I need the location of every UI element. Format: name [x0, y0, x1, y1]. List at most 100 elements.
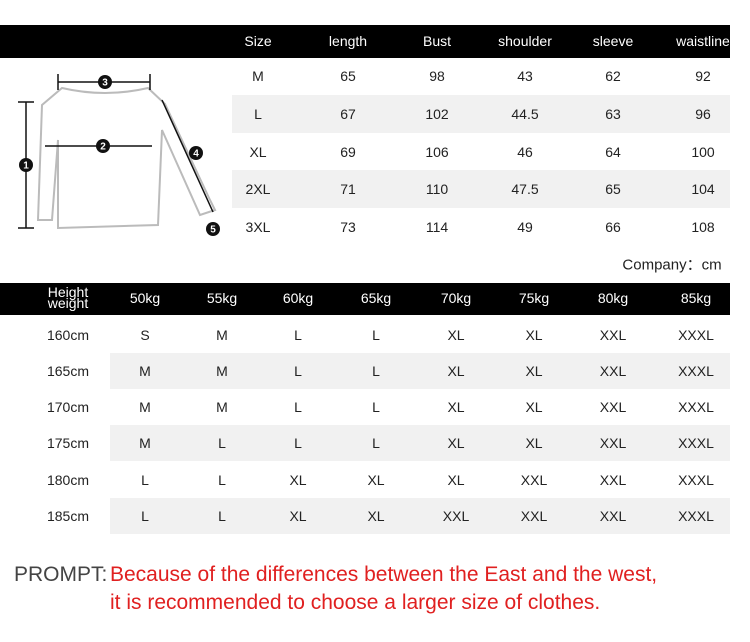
prompt-label: PROMPT: — [14, 563, 108, 586]
table-cell: L — [294, 327, 302, 343]
table-cell: 102 — [425, 106, 449, 122]
row-band — [110, 353, 730, 389]
table-cell: 185cm — [46, 508, 90, 524]
diagram-label: 5 — [210, 225, 216, 236]
table-cell: XL — [447, 363, 465, 379]
table-cell: M — [139, 399, 151, 415]
table-cell: XL — [289, 508, 307, 524]
table-cell: S — [140, 327, 150, 343]
table-cell: XXXL — [678, 399, 714, 415]
diagram-label: 4 — [193, 149, 199, 160]
header-cell: 65kg — [360, 290, 392, 306]
table-cell: L — [141, 508, 149, 524]
table-cell: 2XL — [245, 181, 271, 197]
table-cell: M — [216, 363, 228, 379]
table-cell: XL — [447, 472, 465, 488]
header-cell: waistline — [676, 33, 730, 49]
table-cell: XL — [367, 472, 385, 488]
table-cell: L — [218, 472, 226, 488]
table-cell: 65 — [340, 68, 356, 84]
prompt-text: Because of the differences between the E… — [110, 563, 658, 586]
table-cell: XXL — [599, 363, 627, 379]
header-cell: shoulder — [498, 33, 552, 49]
table-cell: XL — [367, 508, 385, 524]
table-cell: 66 — [605, 219, 621, 235]
table-cell: 100 — [691, 144, 715, 160]
table-cell: 73 — [340, 219, 356, 235]
header-cell: 80kg — [597, 290, 629, 306]
table-cell: XXXL — [678, 435, 714, 451]
table-cell: 67 — [340, 106, 356, 122]
header-cell: 75kg — [518, 290, 550, 306]
table-cell: XXL — [442, 508, 470, 524]
table-cell: XXL — [599, 472, 627, 488]
diagram-label: 1 — [23, 161, 29, 172]
prompt-text: it is recommended to choose a larger siz… — [110, 591, 601, 614]
header-cell: 60kg — [282, 290, 314, 306]
table-cell: M — [139, 435, 151, 451]
table-cell: XL — [249, 144, 267, 160]
row-band — [110, 425, 730, 461]
table-cell: L — [294, 363, 302, 379]
table-cell: L — [218, 508, 226, 524]
table-cell: 65 — [605, 181, 621, 197]
table-cell: XL — [525, 327, 543, 343]
table-cell: M — [252, 68, 264, 84]
table-cell: 180cm — [46, 472, 90, 488]
table-cell: 98 — [429, 68, 445, 84]
garment-diagram: 1 2 3 4 5 — [18, 74, 220, 236]
table-cell: L — [141, 472, 149, 488]
table-cell: XXL — [599, 327, 627, 343]
table-cell: 64 — [605, 144, 621, 160]
table-cell: XL — [525, 399, 543, 415]
diagram-label: 3 — [102, 78, 108, 89]
header-cell: 55kg — [206, 290, 238, 306]
table-cell: XXXL — [678, 472, 714, 488]
table-cell: 46 — [517, 144, 533, 160]
size-header-bar — [0, 25, 730, 58]
table-cell: 71 — [340, 181, 356, 197]
table-cell: L — [372, 435, 380, 451]
table-cell: 62 — [605, 68, 621, 84]
table-cell: 106 — [425, 144, 449, 160]
header-cell: Height weight — [47, 284, 89, 311]
table-cell: 160cm — [46, 327, 90, 343]
table-cell: 43 — [517, 68, 533, 84]
table-cell: XL — [525, 435, 543, 451]
fit-header-bar — [0, 283, 730, 315]
table-cell: 63 — [605, 106, 621, 122]
header-cell: Size — [244, 33, 272, 49]
table-cell: 96 — [695, 106, 711, 122]
table-cell: XL — [525, 363, 543, 379]
table-cell: M — [216, 399, 228, 415]
table-cell: XXL — [599, 399, 627, 415]
unit-note: Company：cm — [622, 256, 722, 274]
header-cell: 70kg — [440, 290, 472, 306]
table-cell: XXL — [599, 435, 627, 451]
table-cell: XL — [447, 399, 465, 415]
table-cell: 175cm — [46, 435, 90, 451]
table-cell: M — [139, 363, 151, 379]
table-cell: XXXL — [678, 363, 714, 379]
table-cell: 104 — [691, 181, 715, 197]
table-cell: L — [294, 435, 302, 451]
header-cell: length — [328, 33, 368, 49]
table-cell: 114 — [425, 219, 449, 235]
table-cell: L — [372, 327, 380, 343]
table-cell: XXL — [520, 508, 548, 524]
table-cell: 92 — [695, 68, 711, 84]
table-cell: XXL — [599, 508, 627, 524]
row-band — [232, 170, 730, 208]
header-cell: 85kg — [680, 290, 712, 306]
table-cell: XL — [289, 472, 307, 488]
table-cell: L — [372, 399, 380, 415]
table-cell: 108 — [691, 219, 715, 235]
table-cell: M — [216, 327, 228, 343]
table-cell: 44.5 — [511, 106, 539, 122]
table-cell: 47.5 — [511, 181, 539, 197]
header-cell: Bust — [422, 33, 452, 49]
table-cell: XL — [447, 435, 465, 451]
header-cell: sleeve — [592, 33, 634, 49]
table-cell: L — [254, 106, 262, 122]
